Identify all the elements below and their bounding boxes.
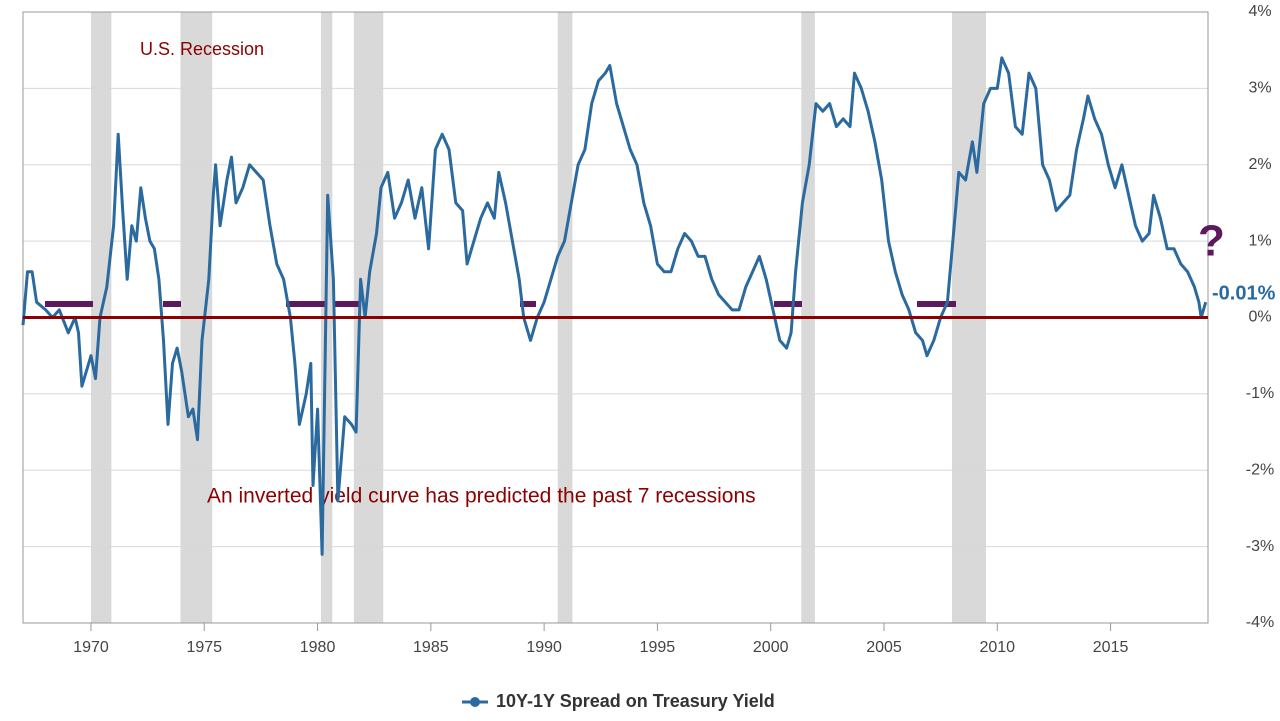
- question-mark: ?: [1198, 217, 1225, 266]
- y-tick-label: 3%: [1248, 80, 1271, 97]
- y-tick-label: 2%: [1248, 156, 1271, 173]
- x-tick-label: 1985: [413, 639, 449, 656]
- x-tick-label: 2000: [753, 639, 789, 656]
- x-tick-label: 1980: [300, 639, 336, 656]
- x-tick-label: 2010: [979, 639, 1015, 656]
- y-tick-label: 1%: [1248, 232, 1271, 249]
- x-tick-label: 1995: [640, 639, 676, 656]
- last-value-label: -0.01%: [1212, 282, 1276, 304]
- y-tick-label: -3%: [1246, 538, 1274, 555]
- legend-label: 10Y-1Y Spread on Treasury Yield: [496, 691, 775, 711]
- x-tick-label: 1970: [73, 639, 109, 656]
- legend-marker: [470, 697, 480, 707]
- y-tick-label: -4%: [1246, 614, 1274, 631]
- y-tick-label: 0%: [1248, 309, 1271, 326]
- y-tick-label: 4%: [1248, 3, 1271, 20]
- recession-label: U.S. Recession: [140, 39, 264, 59]
- x-tick-label: 1990: [526, 639, 562, 656]
- x-tick-label: 2015: [1093, 639, 1129, 656]
- annotation: An inverted yield curve has predicted th…: [207, 485, 756, 508]
- y-tick-label: -2%: [1246, 461, 1274, 478]
- y-tick-label: -1%: [1246, 385, 1274, 402]
- x-tick-label: 2005: [866, 639, 902, 656]
- data-line: [21, 56, 1208, 556]
- x-tick-label: 1975: [186, 639, 222, 656]
